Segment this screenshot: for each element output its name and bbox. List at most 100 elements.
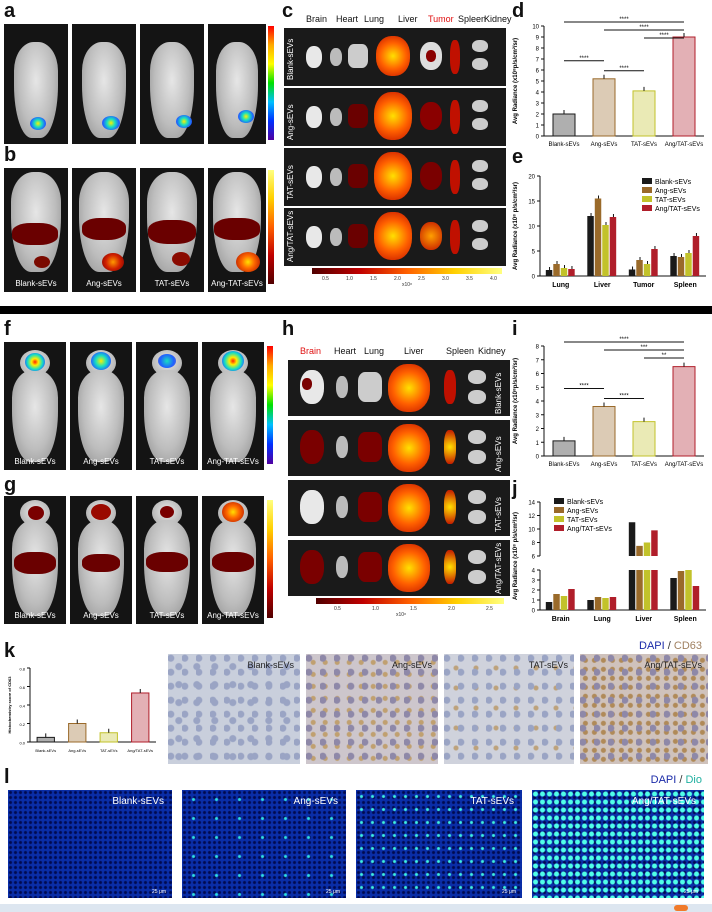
- organ-name-heart: Heart: [336, 14, 359, 24]
- bar: [692, 586, 700, 610]
- organ-name-heart-h: Heart: [334, 346, 357, 356]
- organ-row-c-2: Ang-sEVs: [284, 88, 506, 146]
- x-tick-label: Ang/TAT-sEVs: [665, 462, 703, 468]
- y-tick-label: 4: [536, 91, 540, 97]
- significance-label: **: [662, 353, 667, 359]
- y-tick-label: 1: [532, 599, 536, 605]
- fluo-image-1: Blank-sEVs 25 μm: [8, 790, 172, 898]
- mouse-image-f-4: Ang-TAT-sEVs: [202, 342, 264, 470]
- panel-label-a: a: [4, 0, 16, 22]
- caption-f-3: TAT-sEVs: [149, 457, 185, 466]
- x-tick-label: Spleen: [674, 282, 697, 289]
- mouse-image-g-2: Ang-sEVs: [70, 496, 132, 624]
- legend-label: Ang/TAT-sEVs: [567, 526, 612, 533]
- y-tick-label: 10: [528, 528, 535, 534]
- fluo-image-4: Ang/TAT-sEVs 25 μm: [532, 790, 704, 898]
- y-tick-label: 2: [536, 113, 540, 119]
- caption-g-4: Ang-TAT-sEVs: [207, 611, 259, 620]
- y-tick-label: 3: [536, 102, 540, 108]
- legend-swatch: [554, 498, 564, 504]
- x-tick-label: Liver: [635, 616, 652, 623]
- x-tick-label: Ang-sEVs: [591, 462, 618, 468]
- organ-name-tumor: Tumor: [428, 14, 454, 24]
- ihc-legend-sep: /: [664, 640, 674, 652]
- organ-name-spleen: Spleen: [458, 14, 487, 24]
- bar: [587, 216, 594, 276]
- panel-label-e: e: [512, 146, 524, 168]
- fluo-legend-sep: /: [676, 774, 686, 786]
- x-tick-label: Tumor: [633, 282, 655, 289]
- colorbar-b: [268, 170, 274, 284]
- bar: [553, 594, 560, 610]
- mouse-image-a-1: [4, 24, 68, 144]
- y-tick-label: 7: [536, 58, 540, 64]
- caption-g-2: Ang-sEVs: [83, 611, 119, 620]
- bar: [68, 723, 87, 743]
- y-tick-label: 1: [536, 441, 540, 447]
- bar: [632, 421, 656, 457]
- bottom-scrollbar[interactable]: [0, 904, 712, 912]
- significance-label: ****: [579, 56, 589, 62]
- mouse-image-a-4: [208, 24, 266, 144]
- organ-row-label-h-1: Blank-sEVs: [494, 372, 503, 414]
- organ-name-spleen-h: Spleen: [446, 346, 475, 356]
- y-tick-label: 3: [532, 579, 536, 585]
- cbar-h-tick: 1.5: [410, 606, 417, 612]
- panel-label-j: j: [512, 478, 518, 500]
- legend-label: Ang/TAT-sEVs: [655, 206, 700, 213]
- caption-b-4: Ang-TAT-sEVs: [211, 279, 263, 288]
- bar: [587, 600, 594, 610]
- cbar-c-tick: 0.5: [322, 276, 329, 282]
- bar: [545, 602, 553, 610]
- colorbar-f: [267, 346, 273, 464]
- cbar-c-unit: x10⁸: [402, 282, 413, 288]
- bar: [609, 217, 617, 276]
- caption-b-3: TAT-sEVs: [154, 279, 190, 288]
- organ-row-c-1: Blank-sEVs: [284, 28, 506, 86]
- cbar-h-tick: 1.0: [372, 606, 379, 612]
- bar-upper: [651, 530, 658, 556]
- colorbar-c-ticks: 0.5 1.0 1.5 2.0 2.5 3.0 3.5 4.0 x10⁸: [312, 276, 502, 288]
- significance-label: ****: [619, 337, 629, 343]
- bar-lower: [636, 570, 643, 610]
- scalebar-4: 25 μm: [684, 889, 698, 895]
- bar: [568, 589, 575, 610]
- organ-name-brain-h: Brain: [300, 346, 322, 356]
- fluo-legend: DAPI / Dio: [651, 774, 702, 786]
- organ-name-kidney: Kidney: [484, 14, 512, 24]
- ihc-legend-marker: CD63: [673, 640, 702, 652]
- y-tick-label: 9: [536, 36, 540, 42]
- bar: [594, 198, 602, 276]
- legend-swatch: [642, 196, 652, 202]
- bar: [99, 732, 118, 743]
- x-tick-label: TAT-sEVs: [631, 462, 657, 468]
- y-tick-label: 1: [536, 124, 540, 130]
- cbar-c-tick: 1.5: [370, 276, 377, 282]
- x-tick-label: TAT-sEVs: [100, 748, 117, 753]
- bar: [670, 578, 677, 610]
- organ-row-h-1: Blank-sEVs: [288, 360, 510, 416]
- x-tick-label: Lung: [552, 282, 569, 289]
- caption-f-2: Ang-sEVs: [83, 457, 119, 466]
- legend-label: Ang-sEVs: [567, 508, 599, 515]
- y-tick-label: 2: [536, 427, 540, 433]
- legend-swatch: [642, 178, 652, 184]
- organ-name-lung-h: Lung: [364, 346, 385, 356]
- legend-swatch: [554, 525, 564, 531]
- caption-b-2: Ang-sEVs: [86, 279, 122, 288]
- mouse-image-f-1: Blank-sEVs: [4, 342, 66, 470]
- y-tick-label: 0: [532, 275, 536, 281]
- y-tick-label: 7: [536, 358, 540, 364]
- significance-label: ****: [579, 384, 589, 390]
- fluo-label-3: TAT-sEVs: [470, 796, 514, 807]
- x-tick-label: Ang-sEVs: [68, 748, 86, 753]
- significance-label: ****: [619, 394, 629, 400]
- organ-row-label-c-3: TAT-sEVs: [286, 165, 295, 200]
- x-tick-label: Liver: [594, 282, 611, 289]
- legend-swatch: [554, 507, 564, 513]
- scroll-arrow-icon[interactable]: [674, 905, 688, 911]
- bar: [677, 257, 685, 276]
- cbar-c-tick: 1.0: [346, 276, 353, 282]
- bar: [602, 598, 609, 610]
